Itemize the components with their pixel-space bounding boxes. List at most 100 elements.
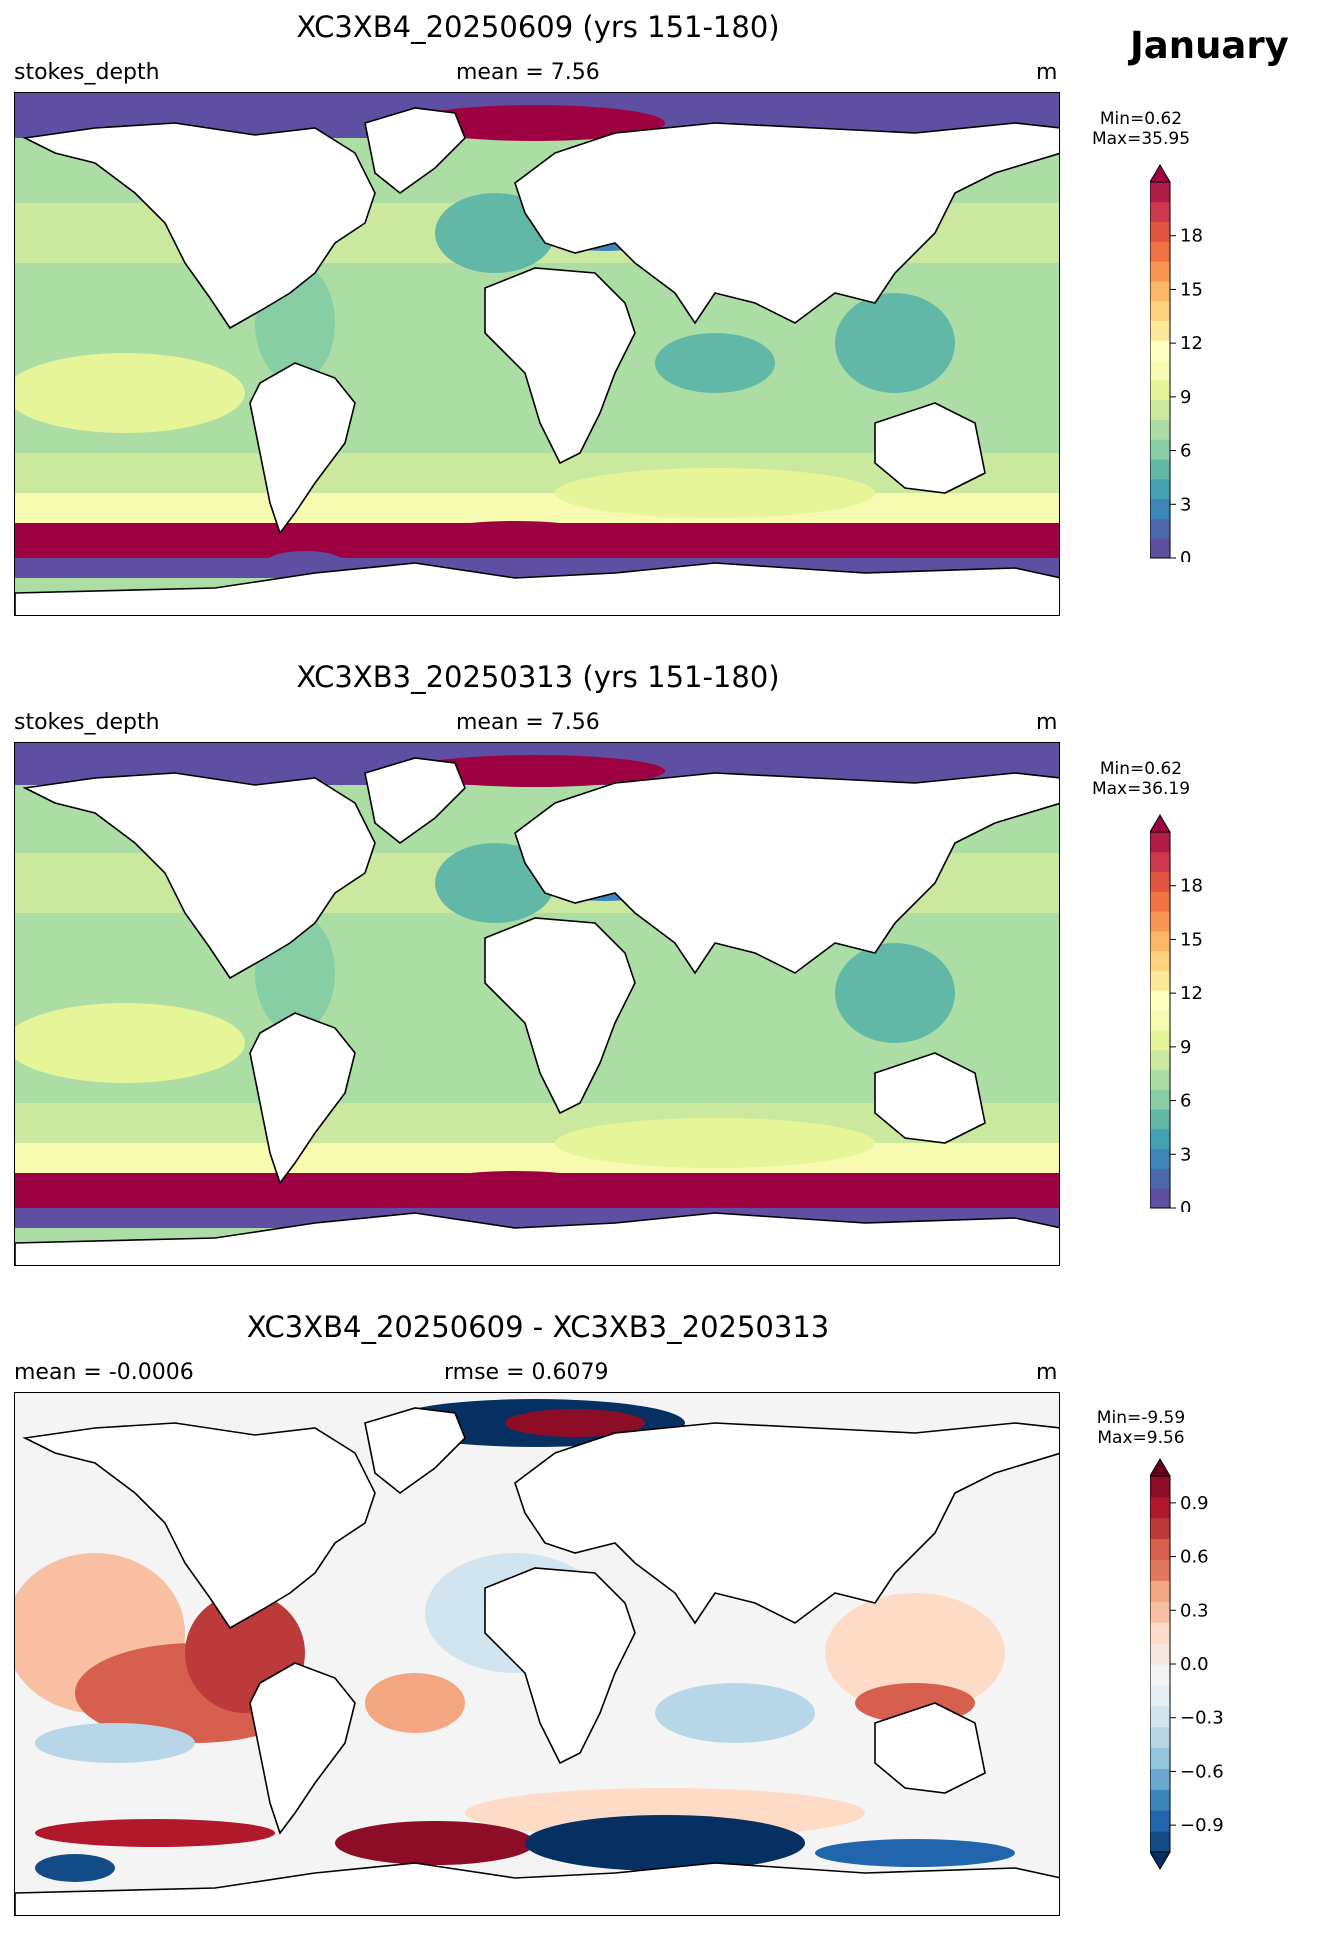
colorbar-segment — [1150, 379, 1170, 401]
colorbar-extend-min — [1149, 1851, 1171, 1870]
colorbar-tick-label: −0.9 — [1180, 1815, 1224, 1836]
colorbar-extend-max — [1149, 1458, 1171, 1477]
colorbar-segment — [1150, 1768, 1170, 1790]
colorbar-segment — [1150, 1810, 1170, 1832]
colorbar-segment — [1150, 1747, 1170, 1769]
colorbar-tick-label: 15 — [1180, 929, 1203, 950]
colorbar-tick-label: 0 — [1180, 1198, 1191, 1212]
colorbar-segment — [1150, 1601, 1170, 1623]
colorbar-tick-label: 9 — [1180, 1037, 1191, 1058]
min-value: Min=0.62 — [1099, 759, 1183, 779]
colorbar-segment — [1150, 518, 1170, 539]
colorbar-segment — [1150, 459, 1170, 480]
colorbar-segment — [1150, 1831, 1170, 1853]
rmse-label: rmse = 0.6079 — [444, 1360, 609, 1385]
month-title: January — [1130, 24, 1289, 67]
colorbar-tick-label: −0.6 — [1180, 1761, 1224, 1782]
minmax-label: Min=0.62 Max=35.95 — [1092, 109, 1190, 149]
colorbar-tick-label: 12 — [1180, 983, 1203, 1004]
colorbar-segment — [1150, 1109, 1170, 1130]
colorbar-segment — [1150, 950, 1170, 972]
colorbar-segment — [1150, 201, 1170, 223]
colorbar-tick-label: 0.3 — [1180, 1600, 1209, 1621]
max-value: Max=35.95 — [1091, 129, 1191, 149]
colorbar-svg: −0.9 −0.6 −0.3 0.0 0.3 0.6 0.9 — [1149, 1458, 1224, 1870]
colorbar-tick-label: 15 — [1180, 279, 1203, 300]
mean-label: mean = 7.56 — [456, 710, 600, 735]
units-label: m — [1036, 710, 1058, 735]
units-label: m — [1036, 60, 1058, 85]
minmax-label: Min=-9.59 Max=9.56 — [1097, 1408, 1185, 1448]
world-map-panel-3 — [14, 1392, 1060, 1916]
colorbar-segment — [1150, 1559, 1170, 1581]
colorbar-segment — [1150, 1010, 1170, 1031]
colorbar-segment — [1150, 300, 1170, 322]
colorbar-segment — [1150, 1664, 1170, 1686]
colorbar-tick-label: 6 — [1180, 1091, 1191, 1112]
colorbar-segment — [1150, 1476, 1170, 1498]
colorbar-segment — [1150, 1148, 1170, 1169]
colorbar-segment — [1150, 1188, 1170, 1209]
colorbar-segment — [1150, 182, 1170, 203]
colorbar-segment — [1150, 1622, 1170, 1644]
colorbar-tick-label: 0.0 — [1180, 1654, 1209, 1675]
colorbar-segment — [1150, 1580, 1170, 1602]
variable-label: stokes_depth — [14, 60, 160, 85]
colorbar-tick-label: −0.3 — [1180, 1708, 1224, 1729]
colorbar-segment — [1150, 1684, 1170, 1707]
colorbar-segment — [1150, 990, 1170, 1011]
colorbar-segment — [1150, 911, 1170, 932]
colorbar-segment — [1150, 478, 1170, 500]
colorbar-frame — [1149, 181, 1171, 559]
colorbar: −0.9 −0.6 −0.3 0.0 0.3 0.6 0.9 — [1149, 1458, 1230, 1878]
colorbar-segment — [1150, 1128, 1170, 1150]
colorbar-svg: 0 3 6 9 12 15 18 — [1149, 164, 1203, 569]
colorbar-segment — [1150, 241, 1170, 262]
colorbar-segment — [1150, 891, 1170, 912]
colorbar-tick-label: 6 — [1180, 441, 1191, 462]
colorbar: 0 3 6 9 12 15 18 — [1149, 814, 1230, 1219]
colorbar-segment — [1150, 1168, 1170, 1189]
min-value: Min=-9.59 — [1096, 1408, 1186, 1428]
colorbar-segment — [1150, 970, 1170, 991]
min-value: Min=0.62 — [1099, 109, 1183, 129]
panel-title: XC3XB4_20250609 - XC3XB3_20250313 — [246, 1310, 830, 1344]
colorbar-tick-label: 3 — [1180, 1144, 1191, 1165]
max-value: Max=9.56 — [1097, 1428, 1185, 1448]
colorbar-segment — [1150, 1069, 1170, 1090]
colorbar-segment — [1150, 538, 1170, 559]
colorbar-segment — [1150, 1643, 1170, 1665]
colorbar-segment — [1150, 221, 1170, 242]
colorbar-segment — [1150, 851, 1170, 873]
units-label: m — [1036, 1360, 1058, 1385]
mean-label: mean = -0.0006 — [14, 1360, 194, 1385]
colorbar-segment — [1150, 498, 1170, 519]
colorbar-svg: 0 3 6 9 12 15 18 — [1149, 814, 1203, 1219]
colorbar-segment — [1150, 871, 1170, 892]
variable-label: stokes_depth — [14, 710, 160, 735]
colorbar-tick-label: 0.9 — [1180, 1493, 1209, 1514]
colorbar-segment — [1150, 360, 1170, 381]
colorbar-segment — [1150, 280, 1170, 302]
colorbar-segment — [1150, 1789, 1170, 1811]
mean-label: mean = 7.56 — [456, 60, 600, 85]
colorbar-tick-label: 18 — [1180, 226, 1203, 247]
colorbar-tick-label: 9 — [1180, 387, 1191, 408]
colorbar-segment — [1150, 320, 1170, 341]
colorbar-tick-label: 3 — [1180, 494, 1191, 515]
colorbar-tick-label: 12 — [1180, 333, 1203, 354]
minmax-label: Min=0.62 Max=36.19 — [1092, 759, 1190, 799]
panel-title: XC3XB4_20250609 (yrs 151-180) — [296, 10, 780, 44]
world-map-panel-1 — [14, 92, 1060, 616]
colorbar-segment — [1150, 930, 1170, 952]
colorbar-segment — [1150, 1089, 1170, 1110]
world-map-panel-2 — [14, 742, 1060, 1266]
colorbar-segment — [1150, 832, 1170, 853]
colorbar-segment — [1150, 1517, 1170, 1540]
colorbar-segment — [1150, 1496, 1170, 1519]
colorbar-segment — [1150, 1049, 1170, 1070]
max-value: Max=36.19 — [1091, 779, 1191, 799]
colorbar-extend-max — [1149, 814, 1171, 833]
colorbar-extend-max — [1149, 164, 1171, 183]
colorbar-tick-label: 0.6 — [1180, 1547, 1209, 1568]
